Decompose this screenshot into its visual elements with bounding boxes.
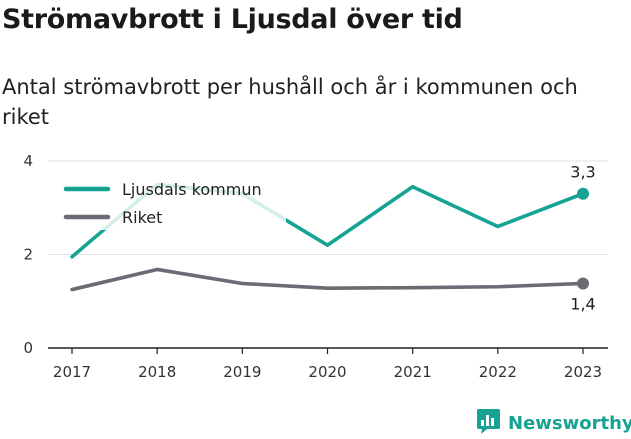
legend: Ljusdals kommun Riket xyxy=(62,174,286,230)
newsworthy-logo: Newsworthy xyxy=(476,408,631,439)
x-tick-label: 2022 xyxy=(479,363,517,381)
x-tick-label: 2018 xyxy=(138,363,176,381)
chart-title: Strömavbrott i Ljusdal över tid xyxy=(2,4,463,35)
legend-label: Ljusdals kommun xyxy=(122,180,262,199)
end-point-marker xyxy=(577,277,589,290)
x-tick-label: 2019 xyxy=(223,363,261,381)
data-labels: 3,3 1,4 xyxy=(570,163,595,314)
x-tick-label: 2020 xyxy=(308,363,346,381)
end-point-marker xyxy=(577,187,589,200)
y-tick-label: 2 xyxy=(23,246,33,264)
legend-label: Riket xyxy=(122,208,162,227)
grid-lines xyxy=(48,160,608,255)
end-value-label: 3,3 xyxy=(570,163,595,182)
bar-chart-icon xyxy=(476,408,501,439)
y-tick-label: 0 xyxy=(23,339,33,357)
chart-subtitle: Antal strömavbrott per hushåll och år i … xyxy=(2,75,578,129)
logo-text: Newsworthy xyxy=(508,412,631,434)
end-value-label: 1,4 xyxy=(570,294,595,313)
x-tick-label: 2021 xyxy=(394,363,432,381)
legend-background xyxy=(62,174,286,230)
x-tick-label: 2017 xyxy=(53,363,91,381)
axes: 0 2 4 2017 2018 2019 2020 2021 2022 2023 xyxy=(23,152,608,381)
x-tick-label: 2023 xyxy=(564,363,602,381)
series-line xyxy=(70,267,585,292)
y-tick-label: 4 xyxy=(23,152,33,170)
